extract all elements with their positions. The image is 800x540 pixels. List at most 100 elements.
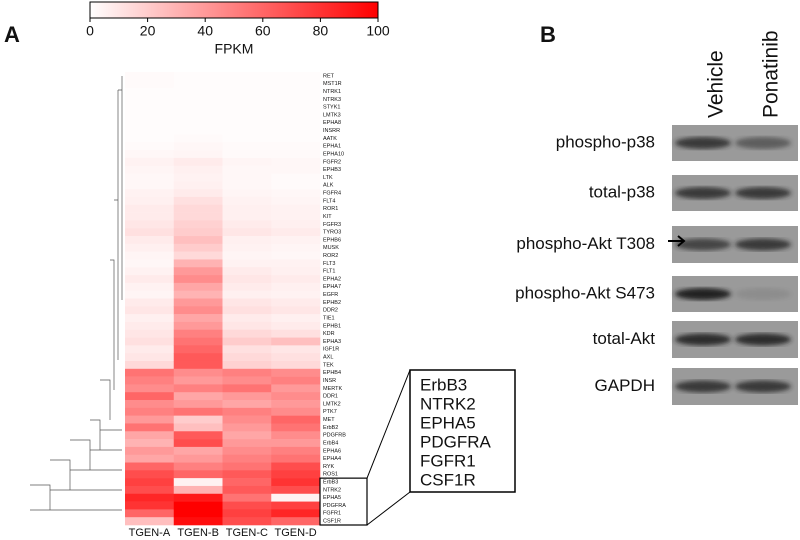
heatmap-cell xyxy=(271,267,321,276)
y-tick-label: EPHA1 xyxy=(323,144,341,150)
blot-band xyxy=(735,238,791,251)
callout-gene: EPHA5 xyxy=(420,413,476,432)
heatmap-cell xyxy=(125,259,175,268)
callout-gene: PDGFRA xyxy=(420,432,492,451)
y-tick-label: EPHB3 xyxy=(323,167,341,173)
heatmap-cell xyxy=(222,259,272,268)
heatmap-cell xyxy=(222,360,272,370)
heatmap-cell xyxy=(222,392,272,401)
y-tick-label: ErbB4 xyxy=(323,440,338,446)
heatmap-cell xyxy=(222,157,272,167)
y-tick-label: MET xyxy=(323,417,335,423)
blot-row-label: total-p38 xyxy=(589,182,655,201)
heatmap-cell xyxy=(125,454,175,463)
heatmap-cell xyxy=(271,400,321,409)
x-tick-label: TGEN-B xyxy=(177,527,219,539)
blot-row-label: GAPDH xyxy=(595,376,655,395)
heatmap-cell xyxy=(271,142,321,151)
heatmap-cell xyxy=(125,118,175,127)
heatmap-cell xyxy=(271,212,321,221)
heatmap-cell xyxy=(271,189,321,198)
y-tick-label: EPHA3 xyxy=(323,339,341,345)
y-tick-label: EPHA5 xyxy=(323,495,341,501)
heatmap-cell xyxy=(271,79,321,88)
heatmap-cell xyxy=(125,439,175,448)
heatmap-cell xyxy=(222,353,272,362)
heatmap-cell xyxy=(222,212,272,221)
heatmap-cell xyxy=(125,384,175,393)
heatmap-cell xyxy=(173,236,223,245)
heatmap-cell xyxy=(173,290,223,299)
heatmap-cell xyxy=(271,290,321,299)
heatmap-cell xyxy=(125,220,175,229)
heatmap-cell xyxy=(125,275,175,284)
heatmap-cell xyxy=(125,485,175,495)
y-tick-label: ErbB2 xyxy=(323,425,338,431)
heatmap-cell xyxy=(125,509,175,518)
heatmap-cell xyxy=(173,423,223,432)
y-tick-label: KDR xyxy=(323,331,335,337)
y-tick-label: FGFR4 xyxy=(323,191,341,197)
blot-row-label: phospho-Akt S473 xyxy=(515,283,655,302)
y-tick-label: TIE1 xyxy=(323,315,335,321)
y-tick-label: MST1R xyxy=(323,81,342,87)
heatmap-cell xyxy=(271,173,321,182)
y-tick-label: EPHB6 xyxy=(323,237,341,243)
heatmap-cell xyxy=(173,243,223,252)
heatmap-cell xyxy=(125,243,175,252)
heatmap-cell xyxy=(222,446,272,456)
heatmap xyxy=(125,72,321,526)
heatmap-cell xyxy=(271,126,321,135)
heatmap-cell xyxy=(173,345,223,354)
y-tick-label: STYK1 xyxy=(323,105,340,111)
heatmap-cell xyxy=(271,462,321,471)
heatmap-cell xyxy=(125,72,175,81)
heatmap-cell xyxy=(222,275,272,284)
colorbar-label: FPKM xyxy=(215,41,254,57)
heatmap-cell xyxy=(271,485,321,495)
heatmap-cell xyxy=(222,290,272,299)
heatmap-cell xyxy=(271,220,321,229)
y-tick-label: FLT4 xyxy=(323,198,335,204)
colorbar-tick-label: 20 xyxy=(140,23,156,39)
heatmap-cell xyxy=(271,111,321,120)
blot-band xyxy=(675,187,731,199)
y-tick-label: DDR2 xyxy=(323,308,338,314)
heatmap-cell xyxy=(271,415,321,424)
heatmap-cell xyxy=(125,181,175,190)
heatmap-cell xyxy=(173,150,223,159)
y-tick-label: FGFR1 xyxy=(323,511,341,517)
heatmap-cell xyxy=(173,126,223,135)
y-tick-label: PDGFRA xyxy=(323,503,346,509)
heatmap-cell xyxy=(222,415,272,424)
heatmap-cell xyxy=(222,454,272,463)
y-tick-label: NTRK1 xyxy=(323,89,341,95)
heatmap-cell xyxy=(222,243,272,252)
heatmap-cell xyxy=(173,157,223,167)
y-tick-label: TYRO3 xyxy=(323,230,341,236)
heatmap-cell xyxy=(125,345,175,354)
heatmap-cell xyxy=(125,204,175,213)
heatmap-cell xyxy=(173,462,223,471)
heatmap-cell xyxy=(271,493,321,502)
heatmap-cell xyxy=(222,337,272,346)
blot-row-label: phospho-p38 xyxy=(556,132,655,151)
y-tick-label: MUSK xyxy=(323,245,339,251)
heatmap-cell xyxy=(173,407,223,416)
heatmap-cell xyxy=(173,470,223,479)
heatmap-cell xyxy=(125,282,175,291)
heatmap-cell xyxy=(125,212,175,221)
colorbar-tick-label: 80 xyxy=(313,23,329,39)
heatmap-cell xyxy=(173,118,223,127)
heatmap-cell xyxy=(271,196,321,206)
heatmap-cell xyxy=(271,345,321,354)
y-tick-label: EPHA6 xyxy=(323,448,341,454)
y-tick-label: RYK xyxy=(323,464,335,470)
heatmap-cell xyxy=(173,376,223,385)
heatmap-cell xyxy=(173,431,223,440)
heatmap-cell xyxy=(173,493,223,502)
heatmap-cell xyxy=(222,79,272,88)
lane-label: Vehicle xyxy=(705,50,728,118)
y-tick-label: IGF1R xyxy=(323,347,339,353)
y-tick-label: FLT1 xyxy=(323,269,335,275)
